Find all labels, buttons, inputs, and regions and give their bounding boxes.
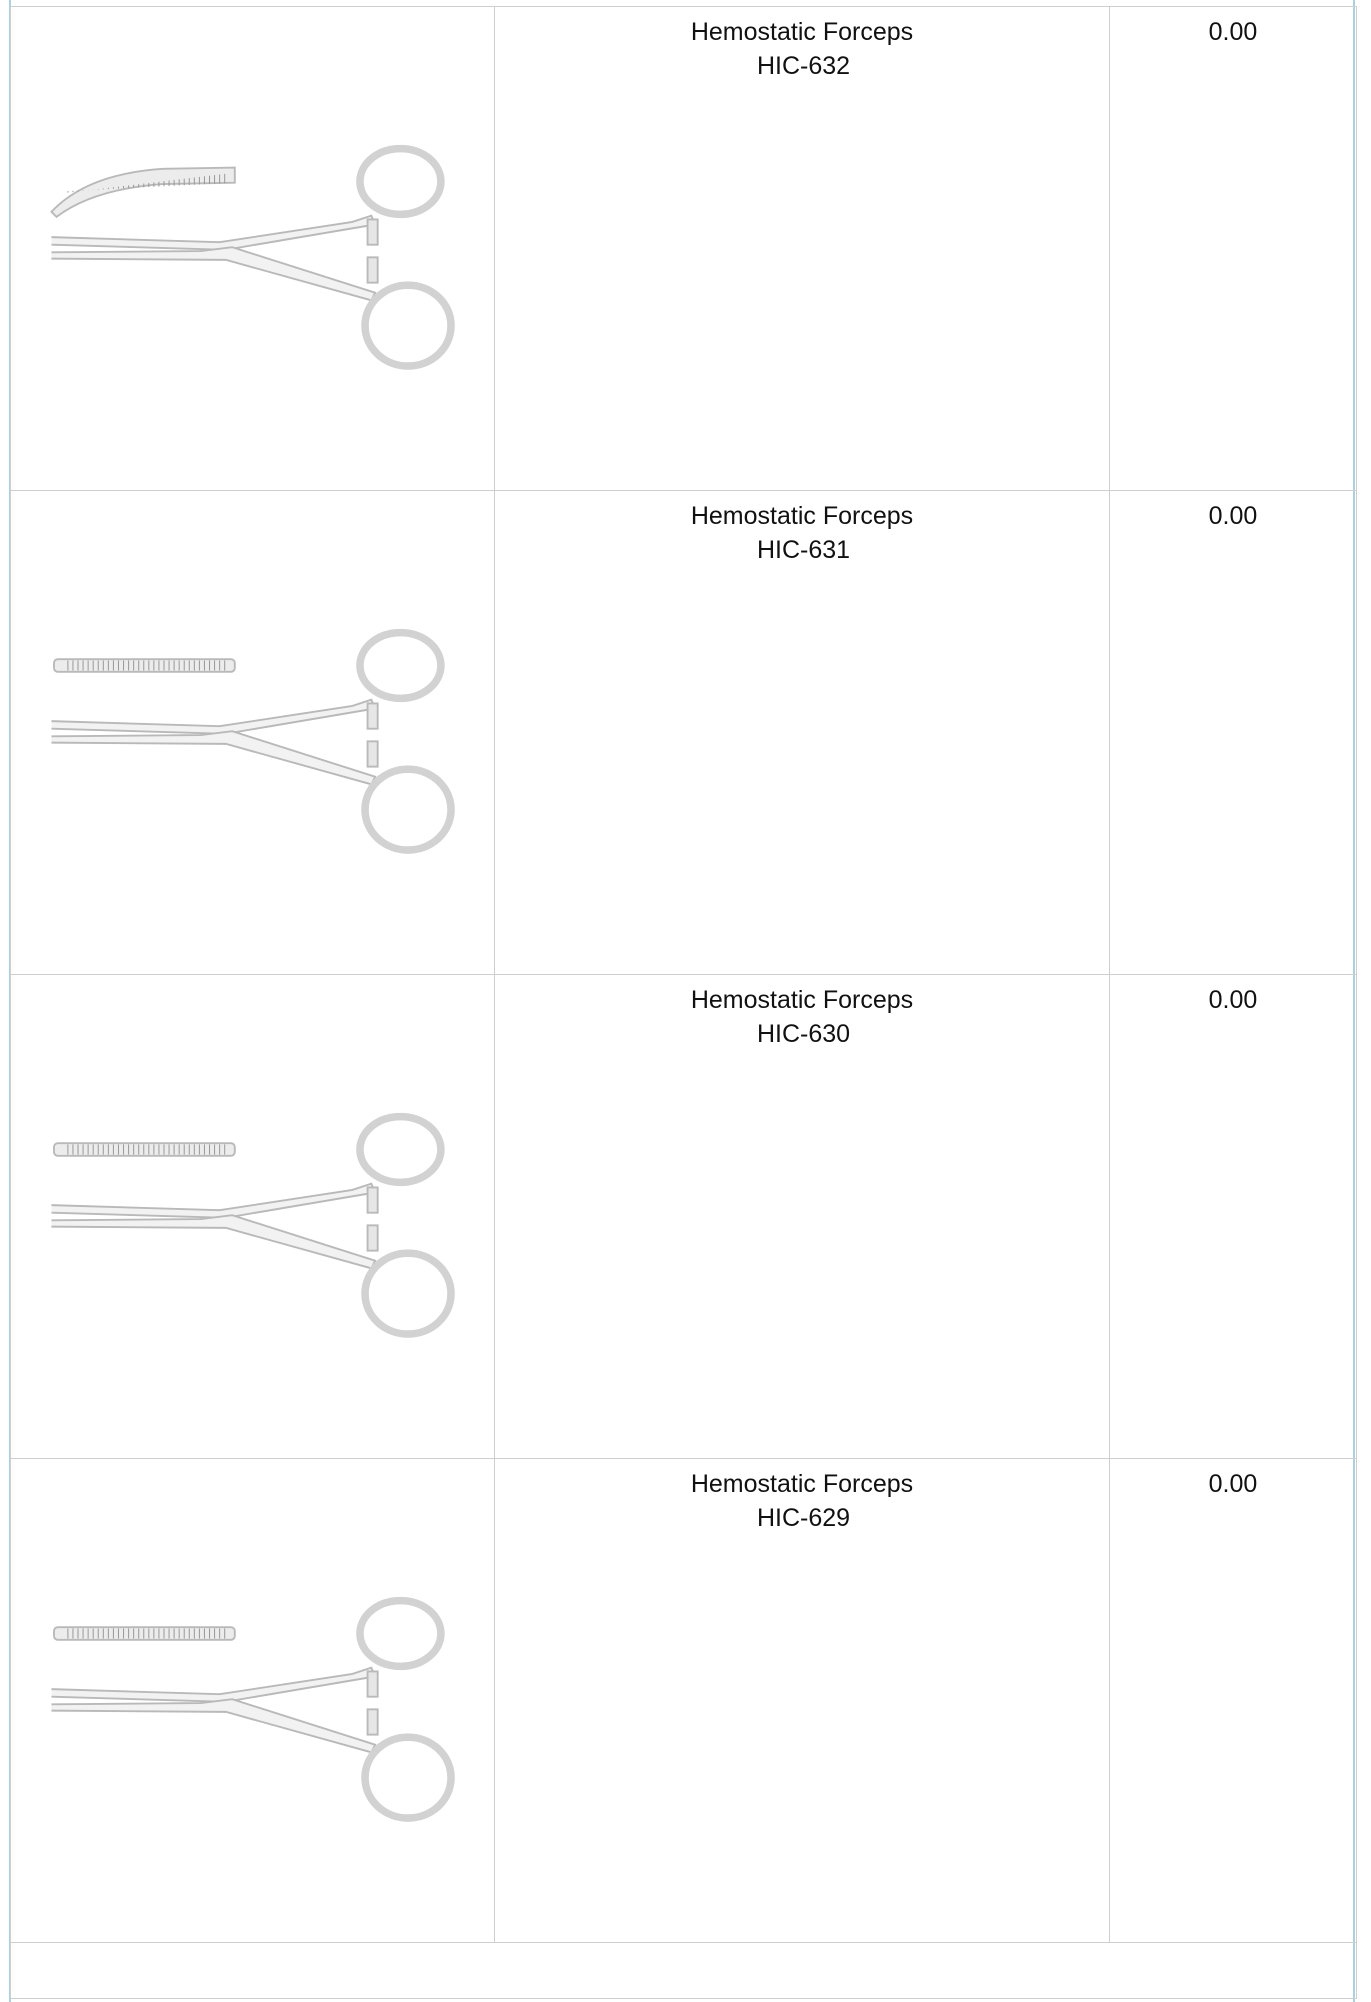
forceps-drawing (50, 144, 455, 370)
jaw-upper (51, 698, 377, 735)
product-row: Hemostatic Forceps HIC-631 0.00 (10, 490, 1357, 975)
price-cell: 0.00 (1109, 974, 1357, 1459)
finger-rest (366, 1670, 379, 1698)
image-cell (10, 490, 495, 975)
price-cell: 0.00 (1109, 6, 1357, 491)
jaw-detail (53, 1626, 236, 1641)
price-cell: 0.00 (1109, 1458, 1357, 1943)
product-table: Hemostatic Forceps HIC-632 0.00 Hemostatic … (10, 6, 1357, 1999)
finger-rest (366, 218, 379, 246)
finger-rest (366, 1186, 379, 1214)
product-code: HIC-632 (756, 52, 851, 80)
finger-rest (366, 702, 379, 730)
forceps-drawing (51, 1596, 455, 1822)
product-price: 0.00 (1208, 1470, 1258, 1498)
finger-rest (366, 740, 379, 768)
ring (361, 1733, 455, 1822)
empty-cell (10, 1942, 1357, 1999)
product-price: 0.00 (1208, 18, 1258, 46)
product-image (51, 628, 455, 854)
ring (356, 1596, 445, 1671)
ring (361, 281, 455, 370)
finger-rest (366, 256, 379, 284)
finger-rest (366, 1708, 379, 1736)
product-name: Hemostatic Forceps (690, 1470, 914, 1498)
jaw-upper (51, 214, 377, 251)
jaw-upper (51, 1182, 377, 1219)
product-price: 0.00 (1208, 986, 1258, 1014)
finger-rest (366, 1224, 379, 1252)
product-name: Hemostatic Forceps (690, 986, 914, 1014)
product-row: Hemostatic Forceps HIC-630 0.00 (10, 974, 1357, 1459)
product-image (51, 1596, 455, 1822)
ring (356, 144, 445, 219)
product-code: HIC-629 (756, 1504, 851, 1532)
jaw-detail (53, 1142, 236, 1157)
product-row: Hemostatic Forceps HIC-632 0.00 (10, 6, 1357, 491)
price-cell: 0.00 (1109, 490, 1357, 975)
product-image (51, 1112, 455, 1338)
ring (361, 1249, 455, 1338)
description-cell: Hemostatic Forceps HIC-630 (494, 974, 1110, 1459)
ring (356, 628, 445, 703)
product-name: Hemostatic Forceps (690, 18, 914, 46)
jaw-detail (53, 658, 236, 673)
ring (356, 1112, 445, 1187)
forceps-drawing (51, 628, 455, 854)
product-name: Hemostatic Forceps (690, 502, 914, 530)
image-cell (10, 1458, 495, 1943)
jaw-lower (51, 730, 377, 786)
product-row: Hemostatic Forceps HIC-629 0.00 (10, 1458, 1357, 1943)
description-cell: Hemostatic Forceps HIC-632 (494, 6, 1110, 491)
description-cell: Hemostatic Forceps HIC-631 (494, 490, 1110, 975)
product-code: HIC-630 (756, 1020, 851, 1048)
image-cell (10, 6, 495, 491)
product-price: 0.00 (1208, 502, 1258, 530)
jaw-lower (51, 1698, 377, 1754)
ring (361, 765, 455, 854)
product-image (50, 144, 455, 370)
product-code: HIC-631 (756, 536, 851, 564)
image-cell (10, 974, 495, 1459)
jaw-lower (51, 246, 377, 302)
description-cell: Hemostatic Forceps HIC-629 (494, 1458, 1110, 1943)
jaw-lower (51, 1214, 377, 1270)
empty-row (10, 1942, 1357, 1999)
jaw-upper (51, 1666, 377, 1703)
forceps-drawing (51, 1112, 455, 1338)
jaw-detail (50, 166, 236, 219)
